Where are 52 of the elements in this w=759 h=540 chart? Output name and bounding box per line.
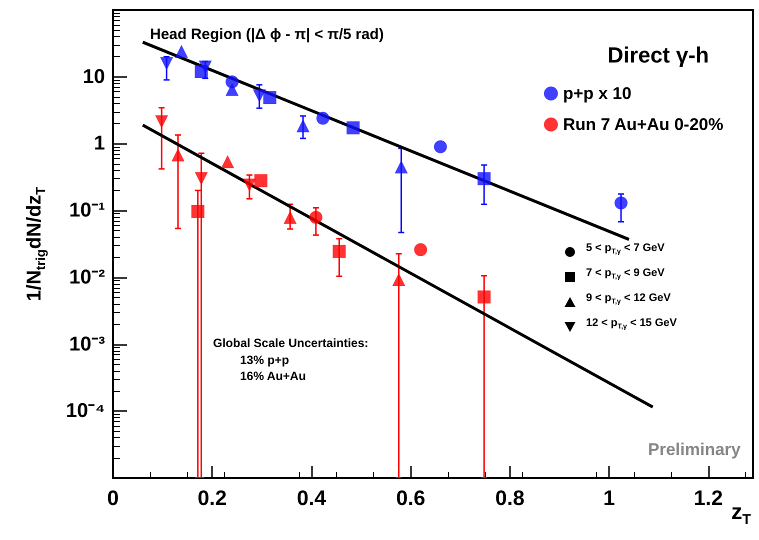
x-tick-label: 0.8: [495, 487, 525, 510]
x-tick-label: 0: [107, 487, 119, 510]
annotation: 9 < p$_{T,γ}$ < 12 GeV: [586, 292, 671, 306]
point: [296, 119, 310, 132]
legend-title: Direct γ-h: [608, 42, 710, 68]
point: [242, 178, 256, 192]
y-tick-label: 10⁻²: [69, 266, 106, 288]
point: [346, 121, 360, 134]
point: [394, 160, 408, 174]
x-tick-label: 1.2: [694, 487, 723, 510]
annotation: 16% Au+Au: [240, 369, 306, 384]
point: [174, 44, 188, 58]
point: [478, 290, 491, 304]
point: [392, 273, 406, 286]
y-tick-label: 10⁻¹: [69, 200, 106, 222]
x-tick-label: 0.2: [198, 487, 227, 510]
point: [316, 112, 330, 125]
point: [478, 172, 491, 186]
point: [254, 174, 268, 188]
point: [198, 60, 212, 74]
point: [155, 115, 168, 128]
legend-label: Run 7 Au+Au 0-20%: [562, 115, 724, 134]
text: Head Region (|Δ ϕ - π| < π/5 rad): [150, 26, 384, 43]
point: [226, 82, 239, 96]
annotation: 5 < p$_{T,γ}$ < 7 GeV: [586, 242, 665, 256]
x-tick-label: 1: [603, 487, 616, 510]
x-tick-label: 0.6: [396, 487, 426, 510]
point: [284, 210, 297, 224]
annotation: 13% p+p: [240, 353, 290, 368]
legend-label: p+p x 10: [562, 84, 632, 103]
point: [160, 57, 174, 70]
point: [221, 155, 234, 168]
x-axis-title: z$_{T}$: [731, 499, 751, 529]
point: [434, 140, 447, 154]
annotation: 12 < p$_{T,γ}$ < 15 GeV: [586, 317, 677, 332]
x-tick-label: 0.4: [296, 487, 326, 510]
y-tick-label: 10: [82, 66, 105, 88]
y-tick-label: 1: [94, 132, 105, 155]
point: [171, 148, 184, 162]
point: [332, 244, 346, 258]
annotation: Preliminary: [648, 440, 741, 460]
annotation: 7 < p$_{T,γ}$ < 9 GeV: [586, 267, 665, 282]
point: [194, 172, 208, 186]
y-tick-label: 10⁻³: [69, 333, 106, 356]
point: [191, 204, 204, 218]
point: [309, 210, 322, 224]
point: [414, 243, 428, 256]
point: [263, 91, 276, 104]
y-tick-label: 10⁻⁴: [66, 400, 105, 422]
annotation: Global Scale Uncertainties:: [213, 336, 368, 350]
point: [614, 196, 628, 210]
point: [252, 89, 266, 102]
